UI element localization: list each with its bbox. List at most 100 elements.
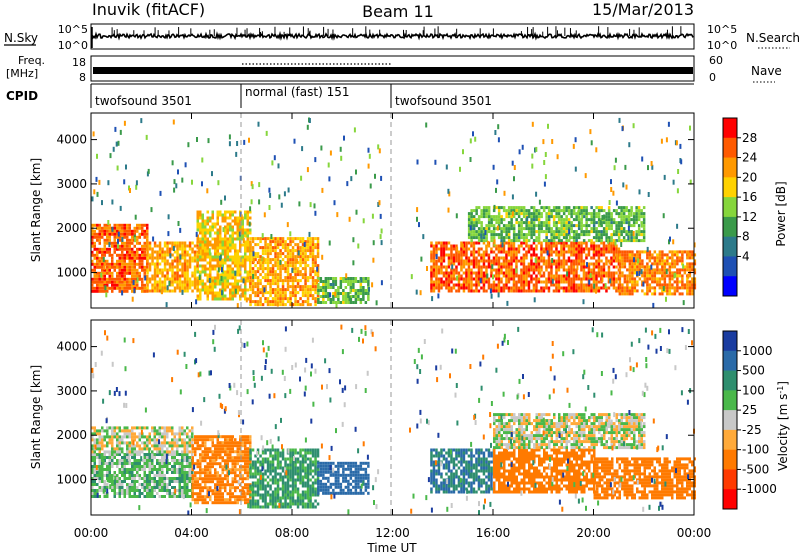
data-cell bbox=[595, 283, 598, 287]
data-cell bbox=[231, 258, 234, 262]
data-cell bbox=[141, 259, 144, 263]
data-cell bbox=[517, 286, 521, 290]
data-cell bbox=[570, 259, 573, 263]
data-cell bbox=[121, 268, 124, 272]
data-cell bbox=[151, 262, 154, 266]
data-cell bbox=[475, 218, 478, 222]
data-cell bbox=[279, 237, 282, 241]
data-cell bbox=[640, 222, 643, 228]
data-cell bbox=[490, 247, 493, 251]
data-cell bbox=[475, 256, 478, 260]
data-cell bbox=[550, 274, 553, 278]
data-cell bbox=[268, 205, 271, 210]
data-cell bbox=[500, 277, 503, 281]
data-cell bbox=[156, 474, 159, 477]
data-cell bbox=[380, 280, 383, 286]
data-cell bbox=[677, 169, 680, 174]
data-cell bbox=[512, 271, 516, 275]
data-cell bbox=[121, 474, 124, 477]
data-cell bbox=[623, 274, 627, 278]
data-cell bbox=[126, 447, 129, 451]
data-cell bbox=[101, 268, 104, 272]
data-cell bbox=[219, 294, 222, 298]
data-cell bbox=[251, 184, 254, 190]
data-cell bbox=[93, 456, 96, 459]
data-cell bbox=[126, 229, 129, 233]
data-cell bbox=[474, 136, 477, 142]
data-cell bbox=[219, 297, 222, 301]
data-cell bbox=[133, 274, 136, 278]
data-cell bbox=[131, 450, 134, 454]
data-cell bbox=[472, 236, 476, 240]
data-cell bbox=[128, 250, 131, 254]
data-cell bbox=[597, 206, 601, 210]
data-cell bbox=[138, 468, 141, 471]
data-cell bbox=[435, 250, 438, 254]
data-cell bbox=[106, 483, 109, 486]
data-cell bbox=[143, 256, 146, 260]
data-cell bbox=[246, 228, 249, 232]
data-cell bbox=[661, 253, 664, 257]
data-cell bbox=[595, 247, 598, 251]
data-cell bbox=[668, 280, 672, 284]
data-cell bbox=[146, 465, 149, 468]
data-cell bbox=[661, 292, 664, 296]
data-cell bbox=[264, 252, 267, 256]
data-cell bbox=[638, 259, 642, 263]
data-cell bbox=[171, 468, 174, 471]
data-cell bbox=[520, 206, 523, 210]
data-cell bbox=[116, 226, 119, 230]
data-cell bbox=[527, 239, 531, 243]
data-cell bbox=[525, 209, 528, 213]
data-cell bbox=[620, 227, 623, 231]
data-cell bbox=[151, 462, 154, 465]
data-cell bbox=[126, 456, 129, 459]
data-cell bbox=[116, 444, 119, 448]
data-cell bbox=[540, 253, 543, 257]
data-cell bbox=[662, 213, 665, 219]
data-cell bbox=[565, 227, 568, 231]
data-cell bbox=[482, 280, 486, 284]
data-cell bbox=[445, 274, 448, 278]
data-cell bbox=[445, 247, 448, 251]
data-cell bbox=[171, 480, 174, 483]
data-cell bbox=[259, 279, 262, 283]
data-cell bbox=[505, 274, 508, 278]
cpid-segment-1: twofsound 3501 bbox=[95, 94, 192, 108]
data-cell bbox=[557, 236, 561, 240]
noise-right-tick-bottom: 10^0 bbox=[707, 39, 737, 52]
data-cell bbox=[517, 209, 521, 213]
data-cell bbox=[477, 280, 481, 284]
data-cell bbox=[289, 237, 292, 241]
data-cell bbox=[517, 250, 521, 254]
data-cell bbox=[296, 243, 300, 247]
data-cell bbox=[462, 250, 466, 254]
data-cell bbox=[226, 252, 229, 256]
data-cell bbox=[507, 215, 511, 219]
data-cell bbox=[311, 294, 315, 298]
data-cell bbox=[577, 233, 581, 237]
data-cell bbox=[107, 180, 110, 186]
data-cell bbox=[367, 295, 370, 298]
data-cell bbox=[635, 218, 638, 222]
data-cell bbox=[420, 256, 423, 262]
data-cell bbox=[106, 286, 109, 290]
data-cell bbox=[520, 262, 523, 266]
data-cell bbox=[510, 221, 513, 225]
data-cell bbox=[314, 279, 317, 283]
data-cell bbox=[311, 255, 315, 259]
data-cell bbox=[321, 254, 324, 260]
data-cell bbox=[241, 243, 244, 247]
data-cell bbox=[284, 243, 287, 247]
data-cell bbox=[632, 221, 636, 225]
data-cell bbox=[148, 489, 151, 492]
data-cell bbox=[467, 265, 471, 269]
data-cell bbox=[324, 277, 328, 280]
data-cell bbox=[512, 206, 516, 210]
data-cell bbox=[497, 250, 501, 254]
data-cell bbox=[126, 450, 129, 454]
data-cell bbox=[183, 247, 187, 251]
data-cell bbox=[311, 258, 315, 262]
data-cell bbox=[334, 277, 338, 280]
data-cell bbox=[138, 459, 141, 462]
